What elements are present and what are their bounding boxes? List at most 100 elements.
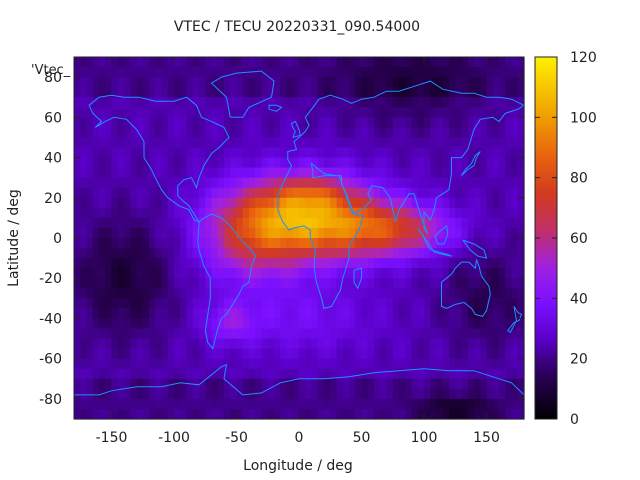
heatmap-cell (205, 217, 213, 229)
heatmap-cell (161, 167, 169, 179)
heatmap-cell (305, 278, 313, 289)
heatmap-cell (317, 197, 325, 209)
heatmap-cell (467, 268, 475, 279)
heatmap-cell (442, 258, 450, 269)
heatmap-cell (461, 157, 469, 169)
heatmap-cell (480, 288, 488, 299)
heatmap-cell (411, 127, 419, 139)
heatmap-cell (92, 318, 100, 330)
heatmap-cell (161, 147, 169, 159)
heatmap-cell (486, 318, 494, 330)
heatmap-cell (417, 328, 425, 340)
heatmap-cell (267, 167, 275, 179)
heatmap-cell (492, 248, 500, 259)
heatmap-cell (280, 77, 288, 88)
heatmap-cell (511, 398, 519, 410)
heatmap-cell (80, 258, 88, 269)
heatmap-cell (474, 268, 481, 279)
heatmap-cell (511, 77, 519, 88)
heatmap-cell (349, 107, 356, 118)
heatmap-cell (192, 398, 200, 410)
heatmap-cell (86, 318, 94, 330)
heatmap-cell (442, 238, 450, 249)
heatmap-cell (286, 358, 294, 370)
heatmap-cell (355, 227, 363, 239)
heatmap-cell (261, 67, 269, 78)
heatmap-cell (174, 137, 181, 149)
heatmap-cell (324, 137, 331, 149)
heatmap-cell (161, 217, 169, 229)
heatmap-cell (399, 197, 406, 209)
heatmap-cell (455, 338, 463, 350)
heatmap-cell (486, 107, 494, 118)
heatmap-cell (392, 318, 400, 330)
heatmap-cell (174, 258, 181, 269)
heatmap-cell (99, 358, 106, 370)
heatmap-cell (167, 408, 175, 420)
heatmap-cell (280, 107, 288, 118)
heatmap-cell (467, 398, 475, 410)
heatmap-cell (399, 207, 406, 219)
heatmap-cell (442, 157, 450, 169)
heatmap-cell (367, 238, 375, 249)
heatmap-cell (349, 87, 356, 98)
heatmap-cell (374, 117, 381, 128)
heatmap-cell (511, 177, 519, 189)
heatmap-cell (92, 157, 100, 169)
heatmap-cell (449, 328, 456, 340)
heatmap-cell (99, 187, 106, 199)
heatmap-cell (192, 187, 200, 199)
heatmap-cell (249, 77, 256, 88)
heatmap-cell (249, 57, 256, 68)
heatmap-cell (330, 368, 338, 380)
heatmap-cell (499, 348, 506, 360)
heatmap-cell (305, 288, 313, 299)
heatmap-cell (486, 408, 494, 420)
heatmap-cell (86, 298, 94, 309)
heatmap-cell (299, 408, 306, 420)
heatmap-cell (305, 238, 313, 249)
heatmap-cell (155, 358, 163, 370)
heatmap-cell (511, 207, 519, 219)
coastline-north-america (88, 94, 230, 223)
heatmap-cell (505, 217, 513, 229)
heatmap-cell (280, 227, 288, 239)
heatmap-cell (280, 167, 288, 179)
heatmap-cell (467, 217, 475, 229)
heatmap-cell (461, 207, 469, 219)
heatmap-cell (242, 378, 250, 390)
heatmap-cell (392, 248, 400, 259)
heatmap-cell (461, 318, 469, 330)
heatmap-cell (455, 207, 463, 219)
heatmap-cell (405, 258, 413, 269)
heatmap-cell (511, 408, 519, 420)
heatmap-cell (492, 308, 500, 320)
heatmap-cell (467, 298, 475, 309)
x-tick-label: -150 (96, 430, 128, 446)
heatmap-cell (317, 137, 325, 149)
heatmap-cell (255, 378, 263, 390)
heatmap-cell (155, 258, 163, 269)
heatmap-cell (424, 268, 431, 279)
heatmap-cell (174, 67, 181, 78)
heatmap-cell (249, 137, 256, 149)
heatmap-cell (80, 127, 88, 139)
heatmap-cell (442, 378, 450, 390)
heatmap-cell (330, 157, 338, 169)
heatmap-cell (380, 127, 388, 139)
heatmap-cell (430, 117, 438, 128)
heatmap-cell (130, 227, 138, 239)
heatmap-cell (517, 358, 525, 370)
heatmap-cell (386, 248, 394, 259)
heatmap-cell (199, 388, 206, 400)
overlay-label: 'Vtec_ (31, 63, 71, 78)
heatmap-cell (467, 127, 475, 139)
heatmap-cell (280, 328, 288, 340)
heatmap-cell (455, 278, 463, 289)
heatmap-cell (142, 308, 150, 320)
heatmap-cell (349, 298, 356, 309)
heatmap-cell (417, 117, 425, 128)
heatmap-cell (367, 137, 375, 149)
coastline-overlay (74, 70, 526, 396)
heatmap-cell (161, 137, 169, 149)
